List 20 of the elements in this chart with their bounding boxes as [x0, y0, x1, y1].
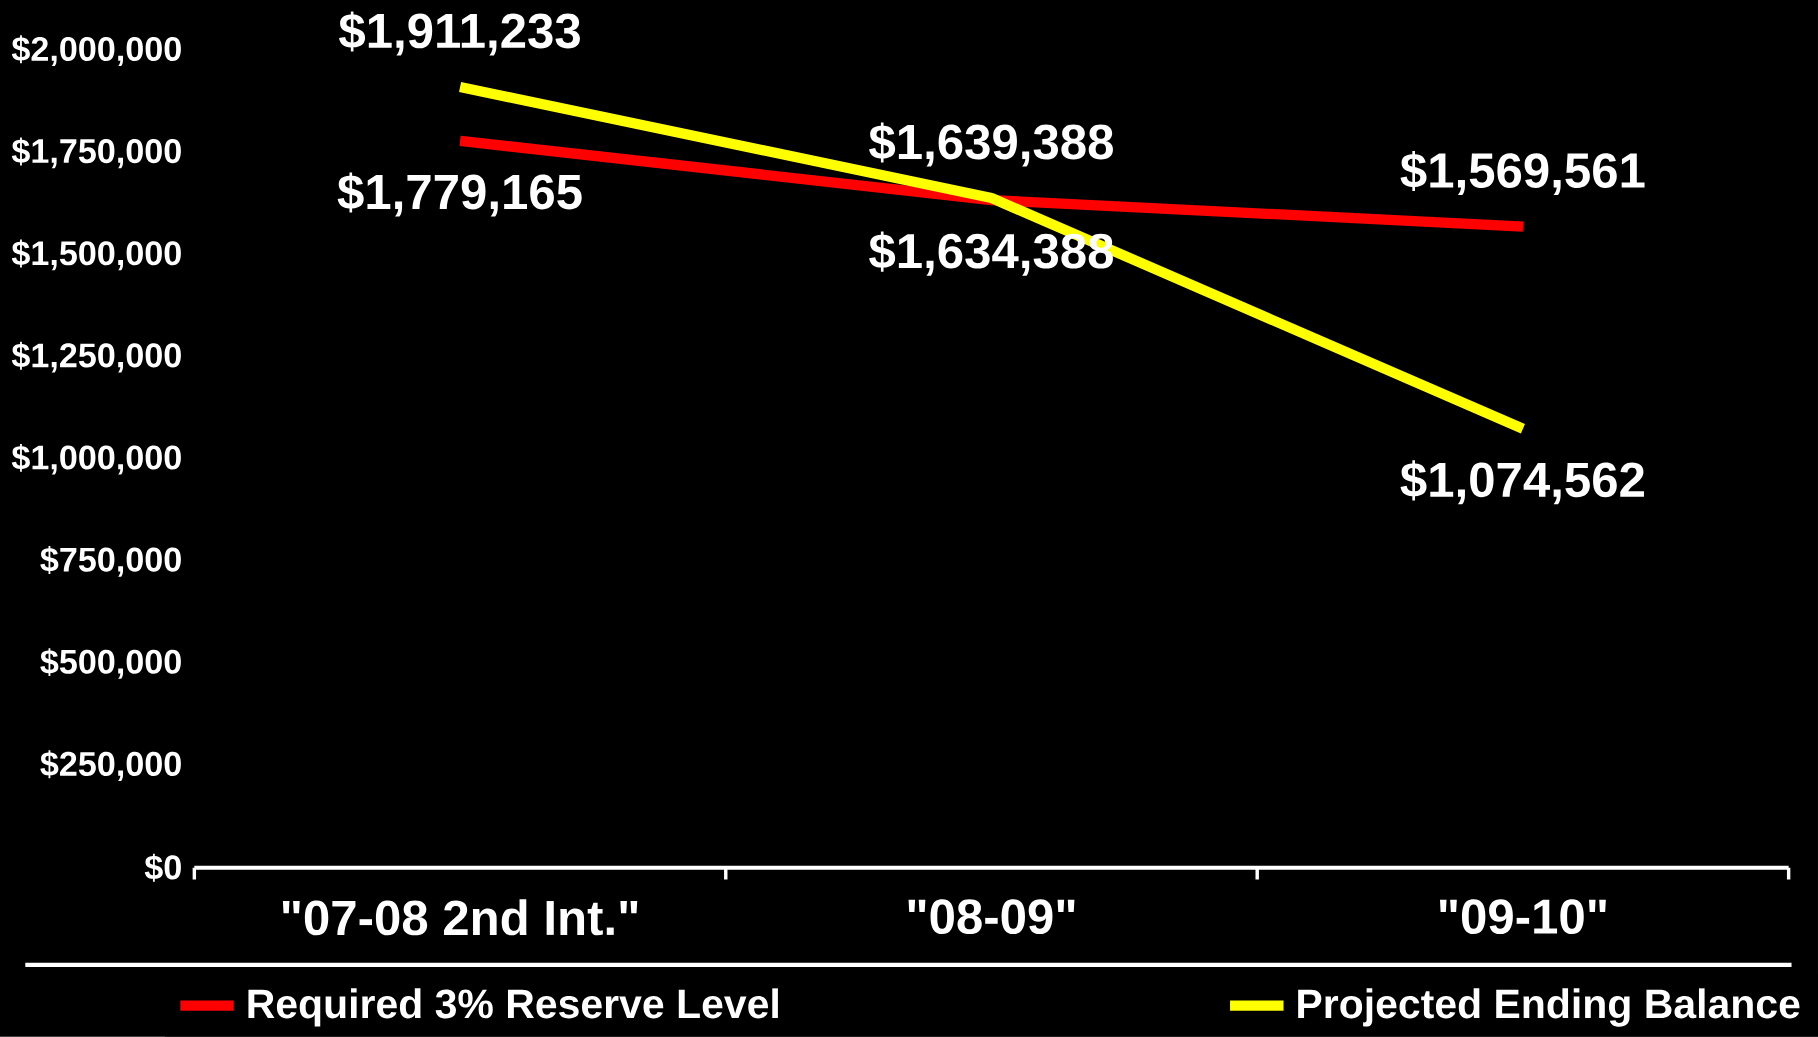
data-label: $1,639,388 [869, 122, 1113, 167]
legend-label: Required 3% Reserve Level [248, 988, 778, 1027]
x-tick-label: "08-09" [908, 899, 1075, 935]
y-tick-label: $1,250,000 [11, 341, 181, 373]
legend-label: Projected Ending Balance [1298, 988, 1800, 1027]
y-tick-label: $1,750,000 [11, 137, 181, 169]
data-label: $1,911,233 [339, 11, 580, 56]
x-tick-label: "09-10" [1439, 899, 1606, 935]
data-label: $1,779,165 [337, 172, 582, 217]
x-tick-label: "07-08 2nd Int." [282, 899, 638, 936]
data-label: $1,569,561 [1400, 151, 1645, 196]
data-label: $1,634,388 [869, 231, 1113, 276]
y-tick-label: $0 [144, 853, 181, 882]
y-tick-label: $500,000 [40, 648, 181, 679]
y-tick-label: $250,000 [40, 750, 181, 782]
data-label: $1,074,562 [1400, 460, 1644, 505]
y-tick-label: $2,000,000 [11, 35, 181, 67]
y-tick-label: $1,500,000 [11, 239, 181, 271]
y-tick-label: $1,000,000 [11, 443, 181, 475]
y-tick-label: $750,000 [40, 546, 181, 577]
